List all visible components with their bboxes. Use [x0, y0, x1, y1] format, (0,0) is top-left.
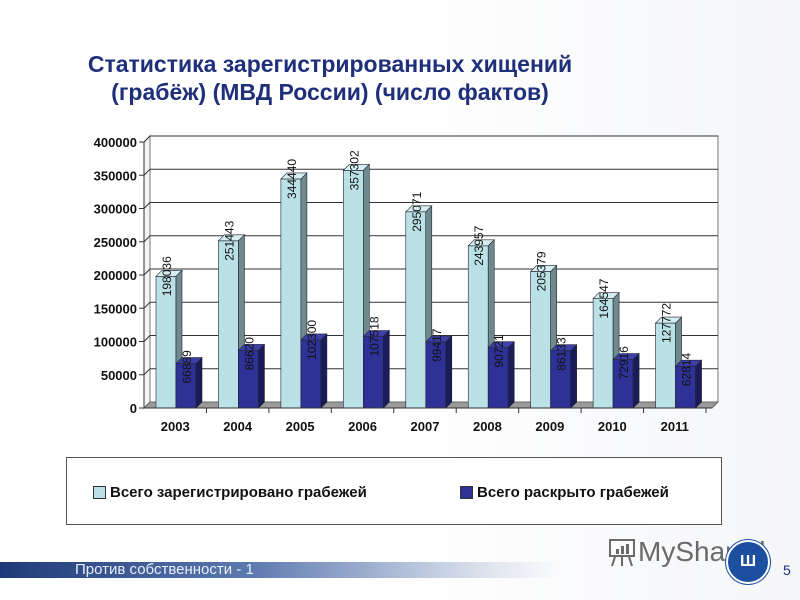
- x-tick-label: 2007: [411, 419, 440, 434]
- bar-value-label: 243957: [472, 225, 486, 265]
- gridline: [143, 368, 718, 376]
- bar-top: [612, 353, 640, 360]
- bar-side: [383, 329, 390, 409]
- bar-value-label: 205379: [535, 251, 549, 291]
- bar-side: [320, 333, 328, 409]
- gridline: [143, 135, 718, 143]
- bar-side: [445, 335, 453, 409]
- legend-swatch-solved: [460, 486, 473, 499]
- bar-value-label: 251443: [222, 220, 236, 260]
- bar-top: [592, 292, 620, 299]
- bar-side: [570, 343, 577, 409]
- bar-value-label: 198036: [160, 256, 174, 296]
- bar-side: [195, 356, 203, 409]
- gridline: [143, 301, 718, 309]
- bar-side: [258, 343, 265, 409]
- bar-top: [405, 205, 433, 213]
- y-tick-label: 50000: [101, 368, 137, 383]
- bar-side: [695, 359, 702, 409]
- title-line-2: (грабёж) (МВД России) (число фактов): [111, 79, 549, 105]
- bar-side: [632, 352, 640, 409]
- university-seal-logo: Ш: [726, 540, 770, 584]
- chart-legend: Всего зарегистрировано грабежей Всего ра…: [66, 457, 722, 525]
- x-tick-label: 2010: [598, 419, 627, 434]
- y-tick-label: 300000: [94, 202, 137, 217]
- gridline: [143, 268, 718, 276]
- bar-top: [654, 316, 683, 324]
- x-tick-label: 2011: [661, 419, 689, 434]
- y-tick-label: 0: [130, 401, 137, 416]
- bar-value-label: 357302: [347, 150, 361, 190]
- bar-front: [218, 240, 239, 409]
- bar-front: [280, 178, 302, 409]
- legend-item-registered: Всего зарегистрировано грабежей: [93, 484, 367, 501]
- bar-top: [549, 344, 578, 352]
- legend-label-registered: Всего зарегистрировано грабежей: [110, 484, 367, 501]
- x-tick-label: 2009: [535, 419, 564, 434]
- gridline: [143, 335, 718, 342]
- bar-front: [405, 211, 427, 409]
- bar-front: [343, 170, 364, 409]
- bar-value-label: 66889: [180, 350, 194, 384]
- bar-side: [507, 340, 515, 409]
- page-number: 5: [783, 562, 791, 578]
- bar-top: [529, 265, 558, 272]
- y-tick-label: 350000: [94, 168, 137, 183]
- bar-top: [237, 344, 266, 351]
- y-tick-label: 200000: [94, 268, 137, 283]
- bar-front: [467, 245, 489, 409]
- legend-label-solved: Всего раскрыто грабежей: [477, 484, 669, 501]
- bar-top: [300, 333, 328, 341]
- footer-text: Против собственности - 1: [75, 561, 254, 578]
- legend-swatch-registered: [93, 486, 106, 499]
- y-tick-label: 400000: [94, 135, 137, 150]
- bar-value-label: 72916: [617, 346, 631, 380]
- x-tick-label: 2005: [286, 419, 315, 434]
- legend-item-solved: Всего раскрыто грабежей: [460, 484, 669, 501]
- bar-top: [217, 234, 246, 242]
- presentation-icon: [609, 539, 635, 567]
- bar-value-label: 164547: [597, 278, 611, 318]
- seal-glyph: Ш: [739, 553, 757, 570]
- bar-top: [342, 164, 371, 171]
- bar-value-label: 344440: [285, 159, 299, 199]
- title-line-1: Статистика зарегистрированных хищений: [87, 51, 573, 77]
- bar-top: [467, 239, 495, 247]
- y-tick-label: 100000: [94, 335, 137, 350]
- bar-top: [425, 335, 453, 343]
- bar-top: [487, 341, 515, 348]
- x-tick-label: 2008: [473, 419, 502, 434]
- x-tick-label: 2004: [223, 419, 253, 434]
- bar-top: [280, 172, 308, 180]
- bar-top: [155, 270, 183, 277]
- bar-top: [674, 359, 703, 367]
- gridline: [143, 168, 718, 176]
- gridline: [143, 202, 718, 209]
- bar-value-label: 127772: [660, 303, 674, 343]
- bar-value-label: 86620: [242, 337, 256, 371]
- bar-value-label: 99417: [430, 328, 444, 362]
- bar-value-label: 90721: [492, 334, 506, 368]
- bar-value-label: 107518: [367, 316, 381, 356]
- bar-value-label: 86133: [555, 337, 569, 371]
- gridline: [143, 235, 718, 243]
- bar-top: [362, 330, 391, 337]
- footer-bar: [0, 562, 560, 578]
- slide-title: Статистика зарегистрированных хищений (г…: [30, 50, 630, 106]
- x-tick-label: 2003: [161, 419, 190, 434]
- y-tick-label: 250000: [94, 235, 137, 250]
- bar-value-label: 62814: [680, 353, 694, 387]
- bar-value-label: 295071: [410, 191, 424, 231]
- bar-chart: 0 50000 100000 150000 200000 250000 300000 3500…: [94, 134, 720, 434]
- bar-value-label: 102300: [305, 320, 319, 360]
- bar-top: [175, 357, 203, 364]
- y-tick-label: 150000: [94, 301, 137, 316]
- x-tick-label: 2006: [348, 419, 377, 434]
